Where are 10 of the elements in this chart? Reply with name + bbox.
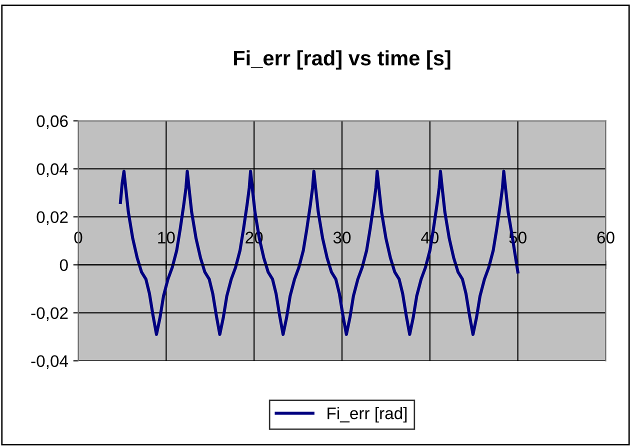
y-tick-label: 0,06	[36, 115, 68, 130]
x-tick-label: 0	[74, 232, 82, 244]
chart-title: Fi_err [rad] vs time [s]	[234, 50, 450, 70]
x-tick-label: 60	[597, 232, 614, 244]
y-tick-label: -0,02	[31, 307, 68, 321]
y-tick-label: 0	[60, 259, 68, 272]
legend-label: Fi_err [rad]	[328, 407, 407, 423]
y-tick-label: 0,02	[36, 211, 68, 226]
y-tick-label: -0,04	[31, 355, 68, 369]
y-tick-label: 0,04	[36, 163, 68, 178]
